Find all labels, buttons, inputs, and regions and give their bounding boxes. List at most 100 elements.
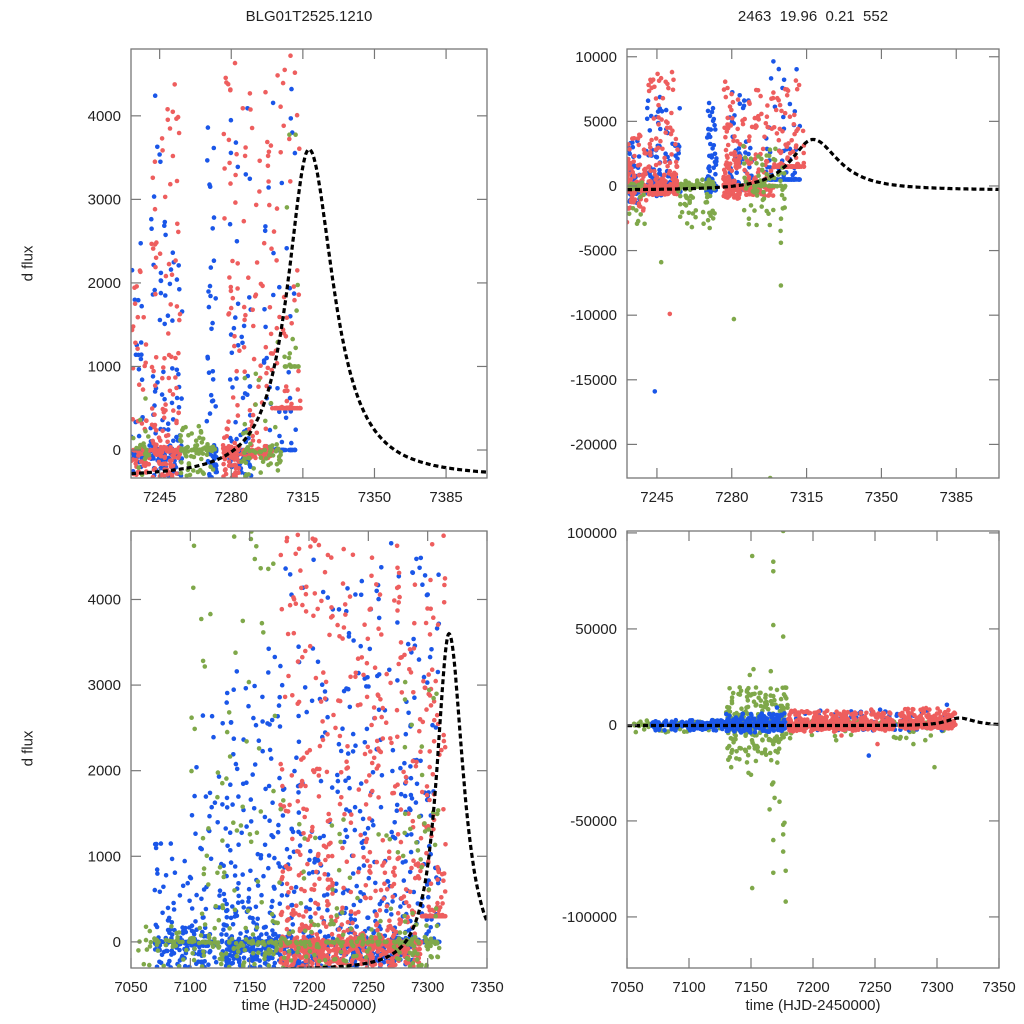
data-point (259, 932, 264, 937)
data-point (636, 173, 642, 178)
data-point (166, 375, 172, 381)
data-point (207, 473, 212, 478)
data-point (382, 881, 387, 886)
data-point (265, 153, 271, 159)
data-point (740, 118, 745, 123)
data-point (205, 448, 210, 454)
data-point (250, 772, 255, 777)
data-point (162, 356, 167, 361)
data-point (403, 731, 409, 737)
data-point (228, 87, 233, 93)
data-point (279, 682, 285, 688)
data-point (244, 780, 249, 785)
data-point (180, 883, 186, 889)
data-point (369, 722, 374, 728)
data-point (296, 292, 302, 298)
data-point (208, 856, 214, 862)
data-point (268, 447, 274, 452)
data-point (300, 602, 305, 608)
data-point (651, 116, 657, 121)
data-point (790, 149, 796, 154)
data-point (289, 773, 295, 778)
data-point (260, 459, 266, 465)
data-point (297, 146, 302, 151)
data-point (317, 835, 323, 841)
data-point (400, 860, 406, 865)
data-point (355, 949, 361, 954)
data-point (174, 277, 180, 282)
data-point (242, 369, 247, 375)
data-point (242, 375, 248, 381)
data-point (648, 145, 653, 150)
data-point (262, 228, 268, 234)
data-point (662, 173, 667, 178)
data-point (198, 428, 204, 434)
data-point (171, 438, 176, 444)
data-point (157, 152, 162, 157)
data-point (754, 124, 759, 129)
data-point (735, 139, 740, 144)
data-point (395, 678, 400, 683)
data-point (199, 456, 204, 462)
data-point (162, 194, 168, 200)
data-point (234, 436, 239, 442)
data-point (204, 418, 210, 424)
data-point (271, 292, 276, 298)
data-point (754, 183, 760, 188)
data-point (271, 229, 277, 234)
data-point (713, 127, 718, 132)
data-point (205, 442, 210, 447)
data-point (678, 201, 683, 207)
data-point (284, 535, 290, 541)
data-point (165, 427, 171, 432)
data-point (251, 715, 256, 721)
data-point (210, 369, 216, 374)
data-point (272, 886, 277, 891)
data-point (255, 851, 261, 857)
data-point (263, 443, 269, 449)
data-point (282, 388, 288, 394)
data-point (222, 897, 228, 903)
data-point (289, 827, 295, 832)
data-point (319, 682, 325, 687)
data-point (395, 608, 400, 613)
data-point (163, 445, 169, 450)
data-point (778, 228, 783, 234)
data-point (316, 542, 322, 548)
data-point (233, 474, 238, 478)
data-point (158, 841, 164, 846)
data-point (725, 126, 731, 131)
data-point (408, 807, 413, 813)
data-point (314, 932, 320, 937)
data-point (154, 867, 160, 872)
data-point (687, 200, 692, 206)
data-point (308, 897, 314, 903)
data-point (378, 697, 383, 702)
data-point (320, 952, 326, 957)
x-tick-label: 7385 (940, 489, 973, 506)
data-point (308, 544, 313, 549)
data-point (406, 710, 411, 716)
data-point (307, 834, 313, 839)
data-point (169, 400, 175, 406)
data-point (160, 148, 165, 153)
data-point (230, 922, 236, 927)
data-point (241, 345, 247, 350)
data-point (737, 164, 742, 169)
data-point (253, 904, 259, 910)
data-point (367, 849, 373, 855)
data-point (390, 894, 396, 900)
data-point (636, 142, 642, 148)
data-point (390, 934, 396, 940)
data-point (266, 185, 271, 190)
data-point (176, 455, 181, 461)
data-point (354, 924, 360, 929)
data-point (263, 324, 268, 330)
data-point (307, 643, 313, 649)
data-point (251, 323, 256, 329)
data-point (255, 916, 260, 922)
data-point (151, 368, 156, 374)
data-point (410, 758, 416, 764)
data-point (358, 832, 364, 838)
